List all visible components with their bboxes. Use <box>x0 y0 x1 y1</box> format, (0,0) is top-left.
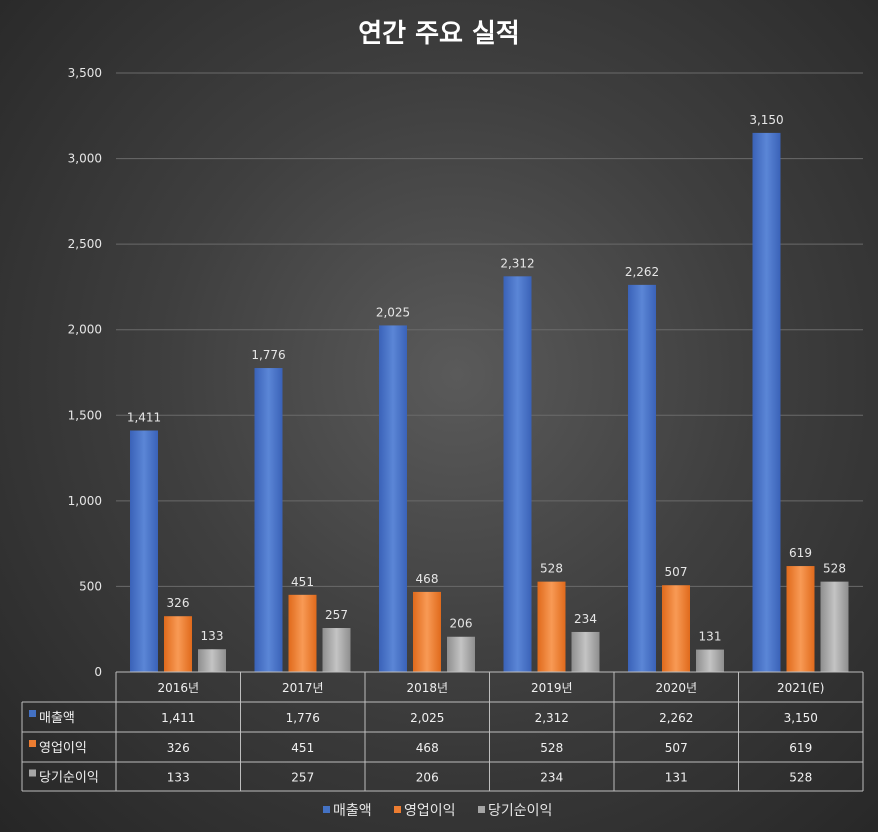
table-cell-net-income: 206 <box>416 771 439 785</box>
bar-operating-profit <box>288 594 317 672</box>
legend-label-net-income: 당기순이익 <box>488 803 552 819</box>
table-cell-revenue: 1,411 <box>161 711 195 725</box>
data-label-net-income: 206 <box>450 617 473 631</box>
x-tick-label: 2021(E) <box>777 681 824 695</box>
bar-revenue <box>628 284 656 672</box>
data-label-operating-profit: 451 <box>291 575 314 589</box>
table-cell-revenue: 2,312 <box>535 711 569 725</box>
data-label-revenue: 2,025 <box>376 305 410 319</box>
table-row-header-operating-profit: 영업이익 <box>39 741 87 756</box>
y-tick-label: 3,000 <box>68 152 102 166</box>
data-label-operating-profit: 528 <box>540 562 563 576</box>
data-label-operating-profit: 326 <box>167 596 190 610</box>
data-label-net-income: 131 <box>699 630 722 644</box>
bar-operating-profit <box>786 566 815 672</box>
data-label-net-income: 133 <box>201 629 224 643</box>
table-cell-revenue: 3,150 <box>784 711 818 725</box>
bar-revenue <box>130 430 158 672</box>
bar-net-income <box>820 581 849 672</box>
x-tick-label: 2018년 <box>406 681 448 695</box>
data-label-operating-profit: 468 <box>416 572 439 586</box>
bar-net-income <box>198 649 226 672</box>
table-row-header-net-income: 당기순이익 <box>39 771 99 786</box>
data-label-net-income: 257 <box>325 608 348 622</box>
table-legend-key-net-income <box>29 769 36 777</box>
x-tick-label: 2020년 <box>655 681 697 695</box>
bar-operating-profit <box>164 616 192 672</box>
x-tick-label: 2019년 <box>531 681 573 695</box>
data-label-operating-profit: 619 <box>789 546 812 560</box>
bar-operating-profit <box>537 581 566 672</box>
table-legend-key-revenue <box>29 710 36 717</box>
table-cell-net-income: 257 <box>291 771 314 785</box>
data-label-revenue: 1,776 <box>251 348 285 362</box>
bar-operating-profit <box>413 591 441 672</box>
bar-net-income <box>447 636 475 672</box>
x-tick-label: 2017년 <box>282 681 324 695</box>
legend-label-revenue: 매출액 <box>333 803 372 819</box>
legend-key-net-income <box>478 806 485 813</box>
table-cell-revenue: 2,262 <box>659 711 693 725</box>
y-tick-label: 500 <box>79 579 102 593</box>
table-cell-operating-profit: 619 <box>789 741 812 755</box>
table-cell-net-income: 133 <box>167 771 190 785</box>
legend-key-operating-profit <box>394 806 401 813</box>
y-tick-label: 2,500 <box>68 237 102 251</box>
legend-label-operating-profit: 영업이익 <box>404 803 456 819</box>
data-label-revenue: 2,262 <box>625 265 659 279</box>
bar-revenue <box>379 325 407 672</box>
y-tick-label: 2,000 <box>68 323 102 337</box>
x-tick-label: 2016년 <box>157 681 199 695</box>
y-tick-label: 1,500 <box>68 408 102 422</box>
data-label-net-income: 234 <box>574 612 597 626</box>
bar-revenue <box>752 132 781 672</box>
data-label-revenue: 2,312 <box>500 256 534 270</box>
table-cell-operating-profit: 507 <box>665 741 688 755</box>
bar-net-income <box>571 631 600 672</box>
y-tick-label: 3,500 <box>68 66 102 80</box>
data-label-revenue: 3,150 <box>749 113 783 127</box>
table-row-header-revenue: 매출액 <box>39 711 75 726</box>
bar-net-income <box>696 649 724 672</box>
table-cell-operating-profit: 468 <box>416 741 439 755</box>
table-cell-net-income: 234 <box>540 771 563 785</box>
table-cell-net-income: 131 <box>665 771 688 785</box>
table-cell-operating-profit: 451 <box>291 741 314 755</box>
table-cell-revenue: 1,776 <box>286 711 320 725</box>
y-tick-label: 1,000 <box>68 494 102 508</box>
bar-net-income <box>322 628 351 672</box>
table-cell-operating-profit: 528 <box>540 741 563 755</box>
table-cell-revenue: 2,025 <box>410 711 444 725</box>
chart-title: 연간 주요 실적 <box>358 19 520 49</box>
y-tick-label: 0 <box>94 665 102 679</box>
data-label-operating-profit: 507 <box>665 565 688 579</box>
legend-key-revenue <box>323 806 330 813</box>
table-cell-operating-profit: 326 <box>167 741 190 755</box>
bar-revenue <box>254 368 283 672</box>
bar-revenue <box>503 276 532 672</box>
data-label-revenue: 1,411 <box>127 411 161 425</box>
bar-operating-profit <box>662 585 690 672</box>
table-cell-net-income: 528 <box>789 771 812 785</box>
data-label-net-income: 528 <box>823 562 846 576</box>
table-legend-key-operating-profit <box>29 740 36 747</box>
